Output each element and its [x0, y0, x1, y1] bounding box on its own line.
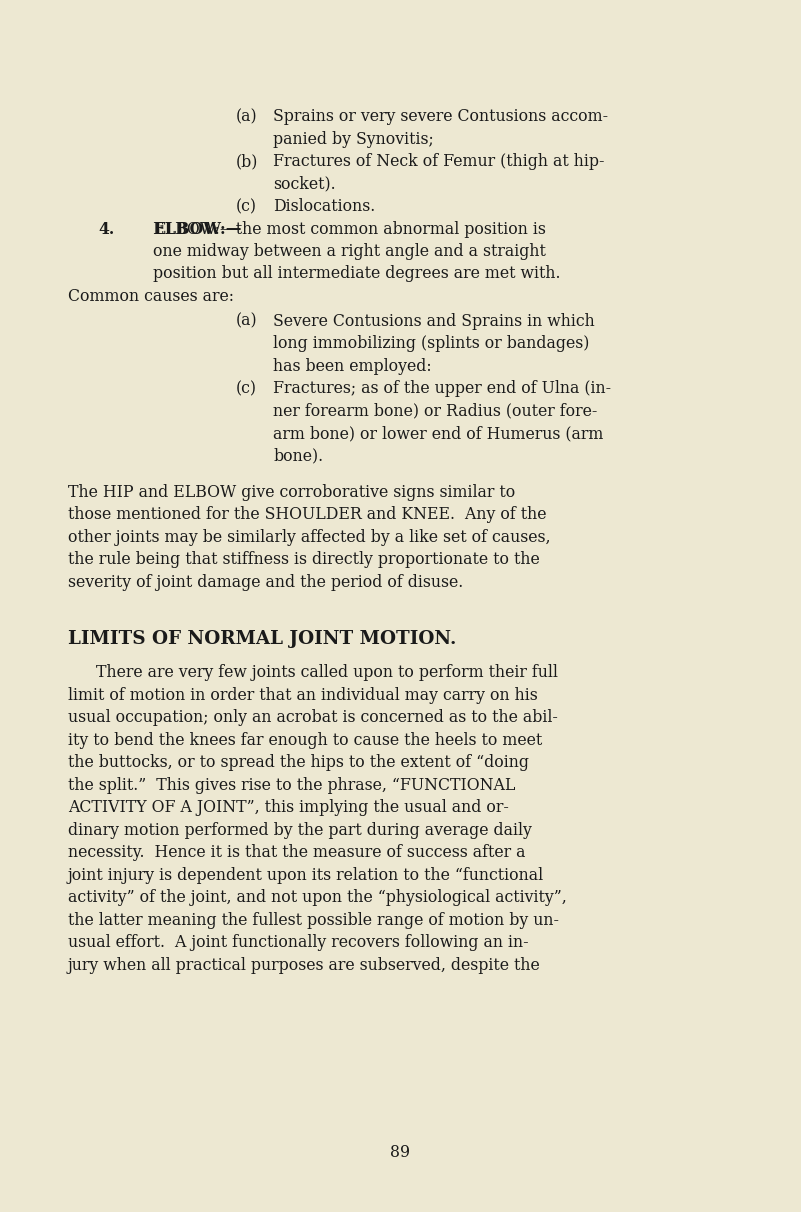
Text: arm bone) or lower end of Humerus (arm: arm bone) or lower end of Humerus (arm	[273, 425, 603, 442]
Text: 4.: 4.	[98, 221, 115, 238]
Text: (b): (b)	[236, 153, 259, 170]
Text: ner forearm bone) or Radius (outer fore-: ner forearm bone) or Radius (outer fore-	[273, 402, 598, 419]
Text: 89: 89	[390, 1144, 411, 1161]
Text: the buttocks, or to spread the hips to the extent of “doing: the buttocks, or to spread the hips to t…	[68, 754, 529, 771]
Text: ELBOW:—the most common abnormal position is: ELBOW:—the most common abnormal position…	[153, 221, 545, 238]
Text: activity” of the joint, and not upon the “physiological activity”,: activity” of the joint, and not upon the…	[68, 890, 567, 907]
Text: ELBOW:—: ELBOW:—	[153, 221, 241, 238]
Text: ACTIVITY OF A JOINT”, this implying the usual and or-: ACTIVITY OF A JOINT”, this implying the …	[68, 799, 509, 816]
Text: Fractures; as of the upper end of Ulna (in-: Fractures; as of the upper end of Ulna (…	[273, 381, 611, 398]
Text: (a): (a)	[236, 313, 258, 330]
Text: long immobilizing (splints or bandages): long immobilizing (splints or bandages)	[273, 336, 590, 353]
Text: severity of joint damage and the period of disuse.: severity of joint damage and the period …	[68, 573, 463, 590]
Text: Dislocations.: Dislocations.	[273, 198, 375, 215]
Text: one midway between a right angle and a straight: one midway between a right angle and a s…	[153, 242, 545, 261]
Text: There are very few joints called upon to perform their full: There are very few joints called upon to…	[96, 664, 557, 681]
Text: the split.”  This gives rise to the phrase, “FUNCTIONAL: the split.” This gives rise to the phras…	[68, 777, 515, 794]
Text: usual occupation; only an acrobat is concerned as to the abil-: usual occupation; only an acrobat is con…	[68, 709, 557, 726]
Text: joint injury is dependent upon its relation to the “functional: joint injury is dependent upon its relat…	[68, 867, 544, 884]
Text: Sprains or very severe Contusions accom-: Sprains or very severe Contusions accom-	[273, 108, 608, 125]
Text: panied by Synovitis;: panied by Synovitis;	[273, 131, 434, 148]
Text: the latter meaning the fullest possible range of motion by un-: the latter meaning the fullest possible …	[68, 911, 559, 928]
Text: dinary motion performed by the part during average daily: dinary motion performed by the part duri…	[68, 822, 532, 839]
Text: other joints may be similarly affected by a like set of causes,: other joints may be similarly affected b…	[68, 528, 550, 545]
Text: (c): (c)	[236, 198, 257, 215]
Text: Common causes are:: Common causes are:	[68, 288, 234, 305]
Text: The HIP and ELBOW give corroborative signs similar to: The HIP and ELBOW give corroborative sig…	[68, 484, 515, 501]
Text: bone).: bone).	[273, 447, 323, 464]
Text: ity to bend the knees far enough to cause the heels to meet: ity to bend the knees far enough to caus…	[68, 732, 542, 749]
Text: the rule being that stiffness is directly proportionate to the: the rule being that stiffness is directl…	[68, 551, 540, 568]
Text: Severe Contusions and Sprains in which: Severe Contusions and Sprains in which	[273, 313, 595, 330]
Text: position but all intermediate degrees are met with.: position but all intermediate degrees ar…	[153, 265, 561, 282]
Text: has been employed:: has been employed:	[273, 358, 432, 375]
Text: socket).: socket).	[273, 176, 336, 193]
Text: LIMITS OF NORMAL JOINT MOTION.: LIMITS OF NORMAL JOINT MOTION.	[68, 630, 457, 648]
Text: (c): (c)	[236, 381, 257, 398]
Text: necessity.  Hence it is that the measure of success after a: necessity. Hence it is that the measure …	[68, 845, 525, 862]
Text: jury when all practical purposes are subserved, despite the: jury when all practical purposes are sub…	[68, 956, 541, 973]
Text: limit of motion in order that an individual may carry on his: limit of motion in order that an individ…	[68, 687, 537, 704]
Text: Fractures of Neck of Femur (thigh at hip-: Fractures of Neck of Femur (thigh at hip…	[273, 153, 605, 170]
Text: (a): (a)	[236, 108, 258, 125]
Text: those mentioned for the SHOULDER and KNEE.  Any of the: those mentioned for the SHOULDER and KNE…	[68, 507, 546, 524]
Text: usual effort.  A joint functionally recovers following an in-: usual effort. A joint functionally recov…	[68, 934, 529, 951]
